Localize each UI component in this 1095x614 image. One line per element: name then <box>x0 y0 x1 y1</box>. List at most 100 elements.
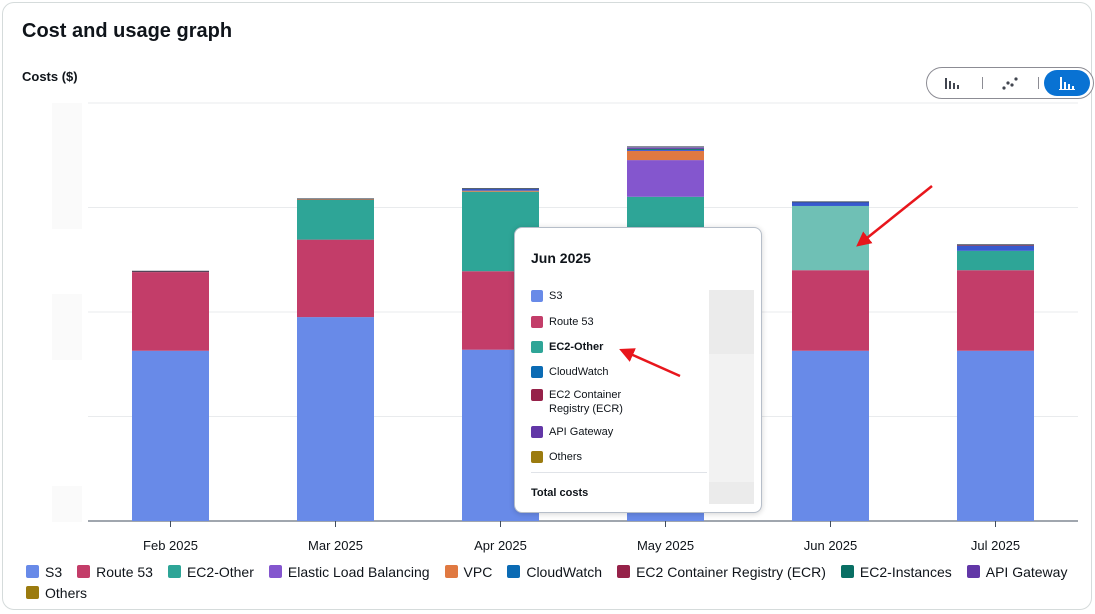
toggle-separator <box>1038 77 1039 89</box>
legend-item[interactable]: Elastic Load Balancing <box>268 563 430 580</box>
bar-segment-route-53 <box>297 239 374 318</box>
bar-segment-cloudwatch <box>462 188 539 191</box>
tooltip-row-label: Others <box>549 451 583 463</box>
legend-swatch <box>167 565 181 578</box>
toggle-separator <box>982 77 983 89</box>
x-tick-label: Apr 2025 <box>474 538 527 553</box>
legend-label: CloudWatch <box>526 563 603 580</box>
legend-swatch <box>444 565 458 578</box>
tooltip-row-label: CloudWatch <box>549 366 609 378</box>
tooltip-row: EC2-Other <box>531 340 701 354</box>
bar-segment-cloudwatch <box>792 201 869 206</box>
bar-segment-cloudwatch <box>957 245 1034 251</box>
x-tick-label: Feb 2025 <box>143 538 198 553</box>
legend-swatch <box>507 565 521 578</box>
legend-item[interactable]: VPC <box>444 563 493 580</box>
legend-item[interactable]: Others <box>26 584 87 601</box>
x-tick-label: May 2025 <box>637 538 694 553</box>
bar-segment-cloudwatch <box>627 149 704 151</box>
y-axis-label: Costs ($) <box>22 69 78 84</box>
bar-segment-others <box>627 146 704 148</box>
tooltip-row: Others <box>531 450 701 464</box>
bar-segment-s3 <box>792 350 869 521</box>
chart-type-toggle <box>926 67 1094 99</box>
legend-label: VPC <box>463 563 493 580</box>
y-axis-tick-placeholder <box>52 486 82 522</box>
legend-item[interactable]: CloudWatch <box>507 563 602 580</box>
bar-segment-vpc <box>462 190 539 192</box>
bar-segment-route-53 <box>957 270 1034 351</box>
legend-label: S3 <box>45 563 63 580</box>
legend-label: API Gateway <box>985 563 1068 580</box>
legend-item[interactable]: EC2 Container Registry (ECR) <box>617 563 826 580</box>
legend-item[interactable]: API Gateway <box>966 563 1068 580</box>
legend-item[interactable]: S3 <box>26 563 62 580</box>
tooltip-row: Route 53 <box>531 315 701 329</box>
legend-label: EC2 Container Registry (ECR) <box>636 563 826 580</box>
bar-segment-s3 <box>297 317 374 521</box>
legend-swatch <box>77 565 91 578</box>
bar-chart-button[interactable] <box>929 70 975 96</box>
tooltip-row: CloudWatch <box>531 365 701 379</box>
bar-segment-s3 <box>132 350 209 521</box>
bar-segment-vpc <box>627 150 704 161</box>
tooltip-swatch <box>531 316 543 328</box>
legend-label: Elastic Load Balancing <box>287 563 430 580</box>
legend-label: EC2-Other <box>186 563 254 580</box>
bar-segment-ec2-other <box>792 205 869 271</box>
x-tick-label: Mar 2025 <box>308 538 363 553</box>
y-axis-tick-placeholder <box>52 294 82 360</box>
page-title: Cost and usage graph <box>22 20 233 42</box>
chart-legend: S3 Route 53 EC2-Other Elastic Load Balancin… <box>26 563 1086 601</box>
bar-segment-ec2-instances <box>627 148 704 150</box>
legend-swatch <box>268 565 282 578</box>
tooltip-row-label: S3 <box>549 290 563 302</box>
bar-segment-ec2-container-registry-ecr- <box>132 271 209 273</box>
tooltip-swatch <box>531 451 543 463</box>
legend-item[interactable]: EC2-Instances <box>840 563 952 580</box>
tooltip-swatch <box>531 366 543 378</box>
legend-swatch <box>840 565 854 578</box>
legend-item[interactable]: EC2-Other <box>167 563 254 580</box>
tooltip-row: API Gateway <box>531 425 701 439</box>
legend-swatch <box>966 565 980 578</box>
tooltip-title: Jun 2025 <box>531 250 591 266</box>
tooltip-row-label: Route 53 <box>549 316 594 328</box>
tooltip-row-label: EC2 Container Registry (ECR) <box>549 389 623 415</box>
stacked-bar-chart-button[interactable] <box>1044 70 1090 96</box>
tooltip-swatch <box>531 389 543 401</box>
legend-label: Others <box>45 584 88 601</box>
tooltip-total-label: Total costs <box>531 487 589 499</box>
legend-swatch <box>617 565 631 578</box>
tooltip-row-label: API Gateway <box>549 426 614 438</box>
x-tick-label: Jul 2025 <box>971 538 1020 553</box>
bar-segment-route-53 <box>132 272 209 351</box>
bar-segment-api-gateway <box>627 147 704 149</box>
chart-tooltip: Jun 2025 S3 Route 53 EC2-Other CloudWatch EC… <box>514 227 762 513</box>
bar-segment-elastic-load-balancing <box>627 160 704 197</box>
legend-swatch <box>26 565 39 578</box>
bar-segment-vpc <box>297 198 374 200</box>
tooltip-swatch <box>531 290 543 302</box>
tooltip-row: EC2 Container Registry (ECR) <box>531 388 701 416</box>
y-axis-tick-placeholder <box>52 103 82 229</box>
tooltip-row-label: EC2-Other <box>549 341 604 353</box>
x-tick-label: Jun 2025 <box>804 538 858 553</box>
legend-swatch <box>26 586 39 599</box>
stacked-bar-chart-icon <box>1059 77 1075 90</box>
bar-segment-ec2-other <box>297 199 374 240</box>
legend-label: Route 53 <box>96 563 153 580</box>
tooltip-value-column <box>709 290 754 504</box>
tooltip-row: S3 <box>531 289 701 303</box>
bar-segment-ec2-other <box>957 250 1034 271</box>
bar-chart-icon <box>945 78 959 89</box>
bar-segment-s3 <box>957 350 1034 521</box>
legend-label: EC2-Instances <box>859 563 952 580</box>
tooltip-divider <box>531 472 707 473</box>
line-chart-button[interactable] <box>987 70 1033 96</box>
bar-segment-ec2-container-registry-ecr- <box>957 244 1034 246</box>
bar-segment-route-53 <box>792 270 869 351</box>
legend-item[interactable]: Route 53 <box>77 563 153 580</box>
tooltip-swatch <box>531 341 543 353</box>
line-chart-icon <box>1002 77 1018 90</box>
